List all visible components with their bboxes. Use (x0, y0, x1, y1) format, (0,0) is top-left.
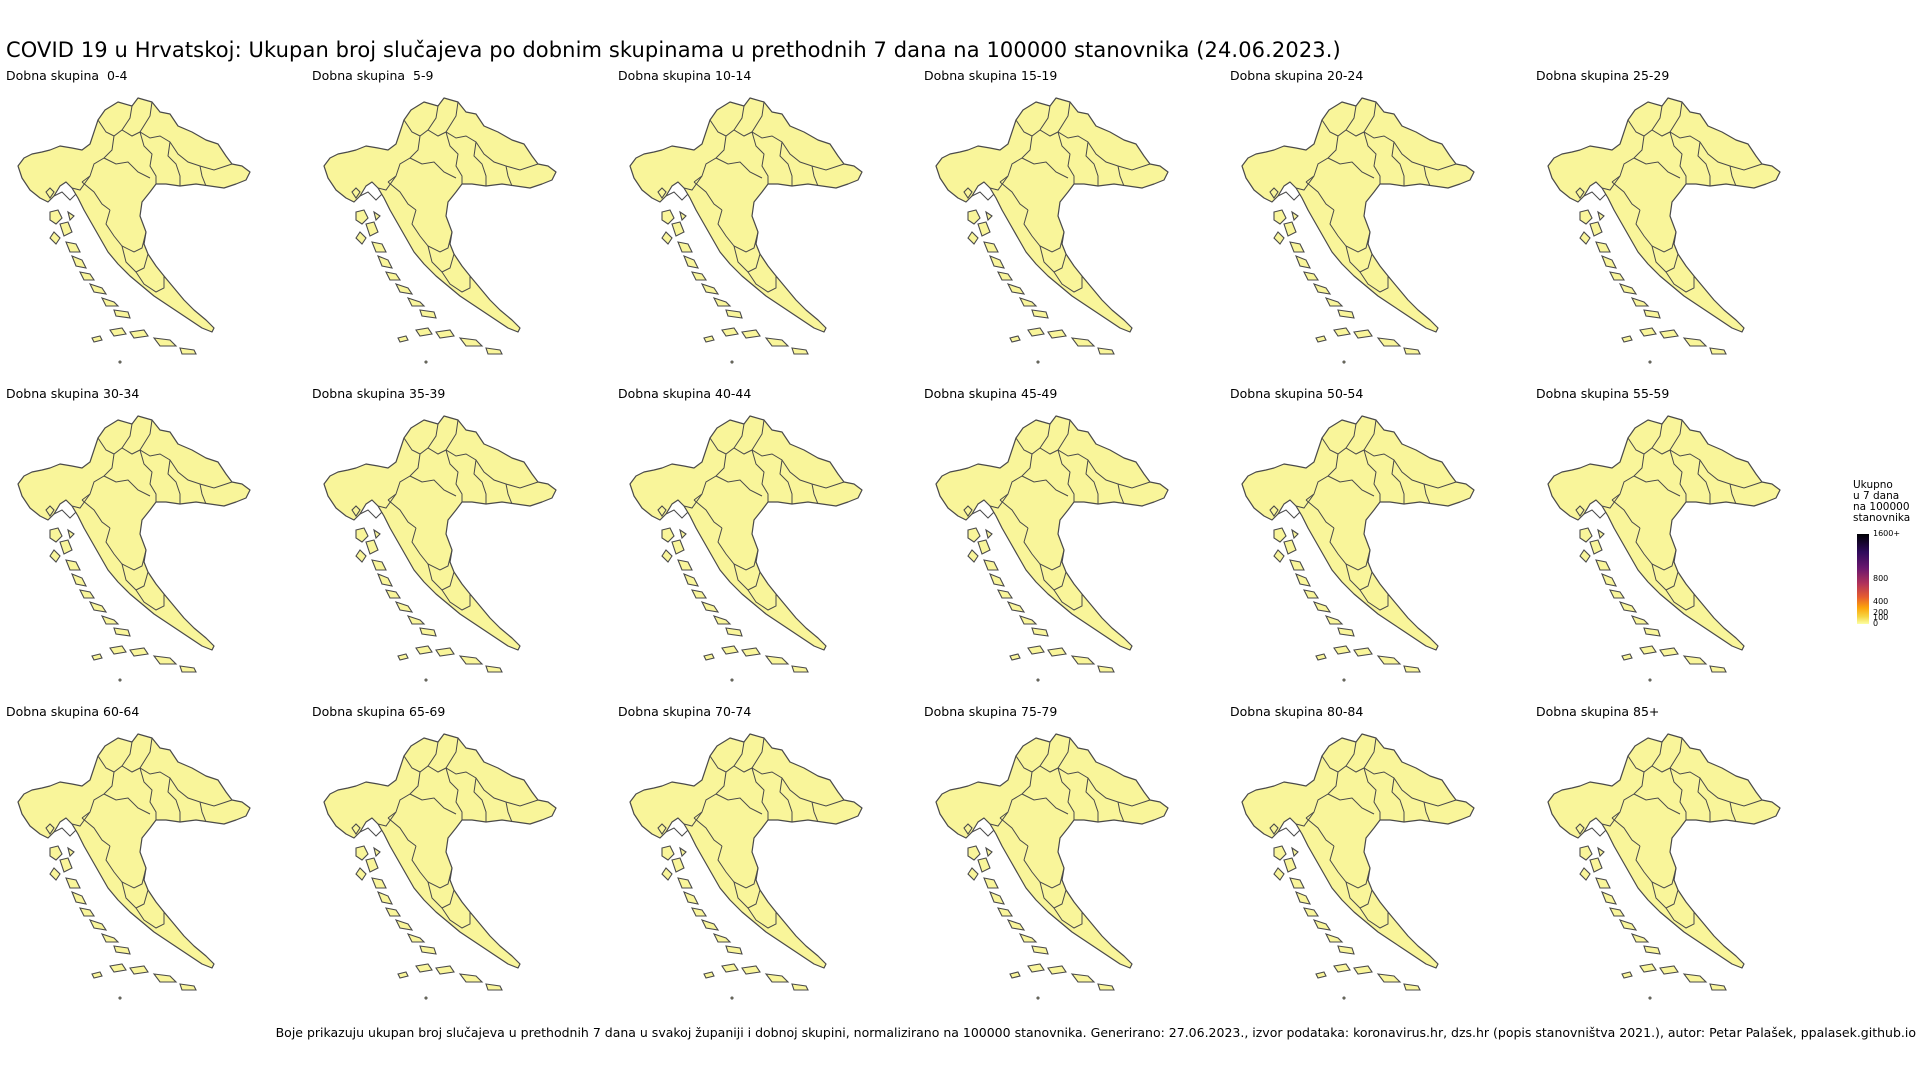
map-panel: Dobna skupina 55-59 (1530, 384, 1836, 702)
croatia-county-map (629, 415, 863, 682)
legend-title-line-1: Ukupno (1853, 479, 1893, 491)
map-panel: Dobna skupina 60-64 (0, 702, 306, 1020)
croatia-county-map (1547, 733, 1781, 1000)
croatia-county-map (935, 97, 1169, 364)
panel-label: Dobna skupina 45-49 (924, 386, 1058, 401)
panel-label: Dobna skupina 25-29 (1536, 68, 1670, 83)
panel-label: Dobna skupina 0-4 (6, 68, 128, 83)
map-panel: Dobna skupina 70-74 (612, 702, 918, 1020)
panel-label: Dobna skupina 50-54 (1230, 386, 1364, 401)
map-panel: Dobna skupina 5-9 (306, 66, 612, 384)
map-panel: Dobna skupina 45-49 (918, 384, 1224, 702)
legend-title-line-3: na 100000 (1853, 501, 1910, 513)
map-panel: Dobna skupina 20-24 (1224, 66, 1530, 384)
croatia-county-map (1241, 733, 1475, 1000)
panel-label: Dobna skupina 65-69 (312, 704, 446, 719)
map-panel: Dobna skupina 15-19 (918, 66, 1224, 384)
map-panel: Dobna skupina 50-54 (1224, 384, 1530, 702)
panel-label: Dobna skupina 40-44 (618, 386, 752, 401)
legend-tick-label: 800 (1873, 574, 1889, 583)
map-panel: Dobna skupina 25-29 (1530, 66, 1836, 384)
panel-label: Dobna skupina 30-34 (6, 386, 140, 401)
legend-title-line-2: u 7 dana (1853, 490, 1900, 502)
color-legend: Ukupno u 7 dana na 100000 stanovnika 160… (1853, 480, 1919, 630)
croatia-county-map (17, 97, 251, 364)
panel-label: Dobna skupina 15-19 (924, 68, 1058, 83)
croatia-county-map (935, 733, 1169, 1000)
small-multiples-grid: Dobna skupina 0-4 Dobn (0, 66, 1850, 1026)
map-panel: Dobna skupina 85+ (1530, 702, 1836, 1020)
map-panel: Dobna skupina 10-14 (612, 66, 918, 384)
croatia-county-map (1547, 97, 1781, 364)
map-panel: Dobna skupina 30-34 (0, 384, 306, 702)
legend-tick-label: 400 (1873, 596, 1889, 606)
panel-label: Dobna skupina 60-64 (6, 704, 140, 719)
panel-label: Dobna skupina 85+ (1536, 704, 1660, 719)
legend-tick-label: 0 (1873, 619, 1879, 628)
map-panel: Dobna skupina 40-44 (612, 384, 918, 702)
legend-tick-label: 100 (1873, 613, 1889, 623)
panel-label: Dobna skupina 20-24 (1230, 68, 1364, 83)
croatia-county-map (323, 415, 557, 682)
panel-label: Dobna skupina 55-59 (1536, 386, 1670, 401)
panel-label: Dobna skupina 10-14 (618, 68, 752, 83)
panel-label: Dobna skupina 80-84 (1230, 704, 1364, 719)
map-panel: Dobna skupina 0-4 (0, 66, 306, 384)
croatia-county-map (935, 415, 1169, 682)
legend-color-bar (1857, 534, 1869, 624)
map-panel: Dobna skupina 35-39 (306, 384, 612, 702)
croatia-county-map (629, 733, 863, 1000)
panel-label: Dobna skupina 5-9 (312, 68, 434, 83)
panel-label: Dobna skupina 70-74 (618, 704, 752, 719)
panel-label: Dobna skupina 35-39 (312, 386, 446, 401)
legend-title-line-4: stanovnika (1853, 512, 1911, 524)
croatia-county-map (323, 733, 557, 1000)
map-panel: Dobna skupina 65-69 (306, 702, 612, 1020)
chart-title: COVID 19 u Hrvatskoj: Ukupan broj slučaj… (6, 38, 1341, 62)
footer-caption: Boje prikazuju ukupan broj slučajeva u p… (275, 1025, 1916, 1040)
croatia-county-map (17, 733, 251, 1000)
croatia-county-map (629, 97, 863, 364)
croatia-county-map (1241, 415, 1475, 682)
map-panel: Dobna skupina 75-79 (918, 702, 1224, 1020)
croatia-county-map (17, 415, 251, 682)
panel-label: Dobna skupina 75-79 (924, 704, 1058, 719)
croatia-county-map (1547, 415, 1781, 682)
legend-tick-label: 200 (1873, 607, 1889, 617)
map-panel: Dobna skupina 80-84 (1224, 702, 1530, 1020)
legend-tick-label: 1600+ (1873, 529, 1901, 538)
croatia-county-map (323, 97, 557, 364)
croatia-county-map (1241, 97, 1475, 364)
